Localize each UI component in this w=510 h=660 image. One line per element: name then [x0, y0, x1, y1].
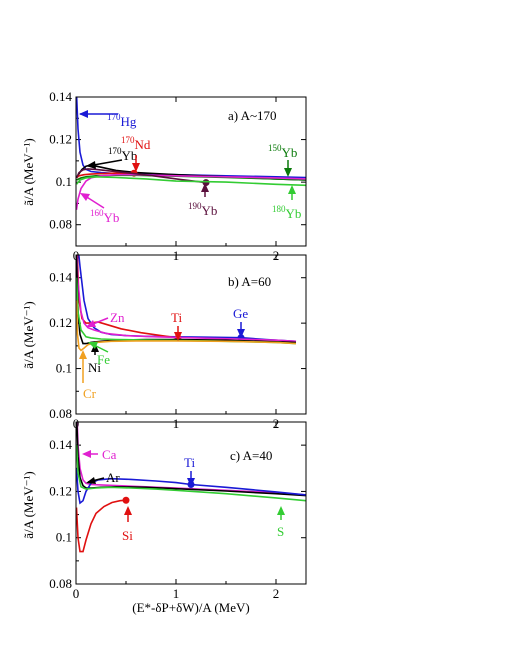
y-tick-label-a-1: 0.1 — [56, 174, 72, 189]
y-tick-label-c-3: 0.14 — [49, 437, 72, 452]
panel-c-annotations: Ca Ar Ti S Si — [82, 447, 285, 543]
arrowhead-cr-b — [79, 350, 87, 359]
x-axis-label: (E*-δP+δW)/A (MeV) — [132, 600, 249, 615]
label-ge-b: Ge — [233, 306, 248, 321]
series-line-a-6 — [76, 175, 306, 187]
label-zn-b: Zn — [110, 310, 125, 325]
x-tick-label-c-2: 2 — [273, 586, 280, 601]
y-tick-label-b-0: 0.08 — [49, 406, 72, 421]
y-tick-label-c-0: 0.08 — [49, 576, 72, 591]
label-170hg: 170Hg — [107, 112, 137, 129]
label-ni-b: Ni — [88, 360, 101, 375]
x-tick-label-c-0: 0 — [73, 586, 80, 601]
x-tick-label-c-1: 1 — [173, 586, 180, 601]
label-190yb: 190Yb — [188, 201, 217, 218]
panel-a-frame — [75, 96, 307, 247]
arrowhead-ar-c — [86, 477, 96, 484]
label-180yb: 180Yb — [272, 204, 301, 221]
series-line-b-2 — [76, 255, 297, 343]
arrowhead-zn-b — [86, 320, 96, 327]
panel-c-frame — [75, 421, 307, 585]
series-line-a-0 — [76, 97, 306, 179]
panel-b-ylabel: ã/A (MeV⁻¹) — [21, 301, 36, 368]
label-160yb: 160Yb — [90, 208, 119, 225]
label-ti-b: Ti — [171, 310, 182, 325]
arrowhead-s-c — [277, 506, 285, 515]
arrowhead-150yb — [284, 168, 292, 177]
label-150yb: 150Yb — [268, 143, 297, 160]
series-endpoint-a-5 — [202, 179, 210, 187]
series-line-a-4 — [76, 173, 306, 210]
series-line-c-3 — [76, 445, 306, 502]
arrowhead-170nd — [132, 163, 140, 172]
arrowhead-fe-b — [88, 342, 98, 349]
label-170nd: 170Nd — [121, 135, 151, 152]
series-line-a-5 — [76, 168, 207, 184]
y-tick-label-a-2: 0.12 — [49, 132, 72, 147]
panel-b-annotations: Ti Ge Zn Ni Fe Cr — [79, 306, 248, 401]
series-line-c-2 — [76, 468, 306, 505]
y-tick-label-b-1: 0.1 — [56, 361, 72, 376]
label-ar-c: Ar — [106, 470, 120, 485]
label-fe-b: Fe — [97, 352, 110, 367]
arrowhead-ge-b — [237, 329, 245, 338]
arrowhead-160yb — [80, 193, 90, 201]
arrowhead-ti-b — [174, 332, 182, 341]
series-line-b-3 — [76, 255, 297, 345]
panel-a-ylabel: ã/A (MeV⁻¹) — [21, 138, 36, 205]
plot-area-c: 0 1 2 0.08 0.1 0.12 0.14 — [49, 422, 306, 601]
y-tick-label-a-0: 0.08 — [49, 217, 72, 232]
panel-c: 0 1 2 0.08 0.1 0.12 0.14 c) A=40 ã/A (MeV⁻¹) (… — [21, 421, 307, 615]
y-tick-label-c-1: 0.1 — [56, 530, 72, 545]
label-cr-b: Cr — [83, 386, 97, 401]
y-tick-label-c-2: 0.12 — [49, 483, 72, 498]
label-s-c: S — [277, 524, 284, 539]
series-line-a-2 — [76, 172, 134, 179]
panel-a-title: a) A~170 — [228, 108, 277, 123]
label-170yb: 170Yb — [108, 146, 137, 163]
panel-c-ylabel: ã/A (MeV⁻¹) — [21, 471, 36, 538]
arrowhead-si-c — [124, 506, 132, 515]
series-line-c-4 — [76, 499, 127, 553]
panel-b-frame — [75, 254, 307, 415]
arrowhead-190yb — [201, 183, 209, 192]
arrowhead-170hg — [79, 110, 88, 118]
panel-c-title: c) A=40 — [230, 448, 272, 463]
arrowhead-180yb — [288, 185, 296, 194]
label-ti-c: Ti — [184, 455, 195, 470]
arrowhead-ti-c — [187, 478, 195, 487]
arrowhead-ca-c — [82, 450, 91, 458]
panel-b-title: b) A=60 — [228, 274, 271, 289]
y-tick-label-b-2: 0.12 — [49, 315, 72, 330]
arrowhead-170yb — [86, 161, 96, 169]
series-endpoint-c-4 — [122, 496, 130, 504]
label-ca-c: Ca — [102, 447, 117, 462]
panel-a-annotations: 170Hg 170Yb 170Nd 150Yb 160Yb 190Yb 18 — [79, 110, 301, 225]
y-tick-label-b-3: 0.14 — [49, 270, 72, 285]
label-si-c: Si — [122, 528, 133, 543]
y-tick-label-a-3: 0.14 — [49, 89, 72, 104]
